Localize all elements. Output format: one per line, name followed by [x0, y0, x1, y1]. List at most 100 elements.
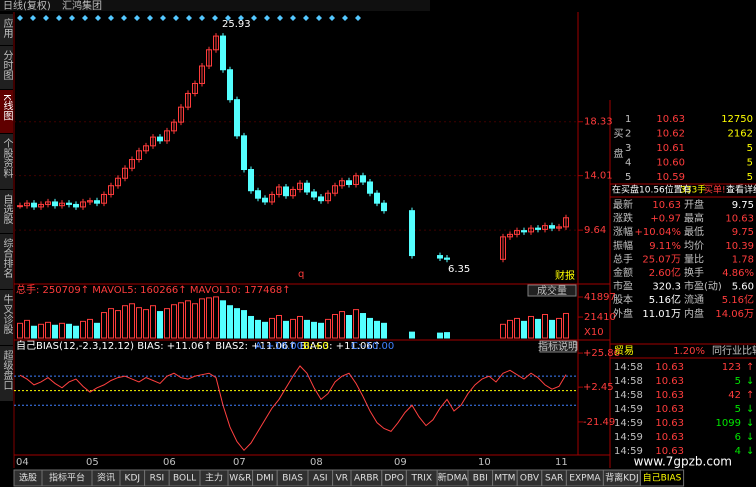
candle-body: [171, 121, 177, 132]
level-label: +0: [314, 341, 329, 352]
volume-button[interactable]: [527, 284, 577, 297]
sidebar-tab[interactable]: [0, 234, 13, 289]
sidebar-label[interactable]: K线图: [1, 94, 13, 121]
quote-label: 涨幅: [613, 225, 633, 238]
volume-bar: [108, 308, 114, 339]
sidebar-tab[interactable]: [0, 90, 13, 133]
tab-label[interactable]: BIAS: [282, 474, 303, 484]
candle-body: [108, 185, 114, 195]
tab-label[interactable]: RSI: [150, 474, 165, 484]
signal-diamond: [238, 15, 244, 21]
notice-link[interactable]: 查看详细: [726, 184, 756, 196]
tab-label[interactable]: DPO: [384, 474, 403, 484]
tab-label[interactable]: 选股: [19, 472, 37, 484]
candle-body: [122, 167, 128, 179]
quote-value: +10.04%: [634, 227, 681, 238]
sidebar-label[interactable]: 综合排名: [1, 237, 13, 279]
sidebar-label[interactable]: 自选股: [1, 193, 13, 225]
volume-bar: [297, 315, 303, 339]
volume-bar: [66, 323, 72, 339]
trade-time: 14:59: [614, 446, 643, 457]
sidebar-label[interactable]: 分时图: [1, 50, 13, 81]
signal-diamond: [82, 15, 88, 21]
volume-bar: [339, 311, 345, 339]
industry-link[interactable]: 同行业比较: [712, 344, 756, 357]
tab-label[interactable]: OBV: [520, 474, 540, 484]
signal-diamond: [69, 15, 75, 21]
trade-volume: 6: [735, 432, 741, 443]
tab-label[interactable]: 新DMA: [438, 472, 469, 484]
candle-body: [185, 92, 191, 108]
tab-label[interactable]: VR: [336, 474, 348, 484]
tab-label[interactable]: MTM: [494, 474, 515, 484]
tab-label[interactable]: 自己BIAS: [643, 472, 682, 484]
tab-label[interactable]: DMI: [256, 474, 273, 484]
sidebar-label[interactable]: 应用: [1, 17, 13, 39]
bias-button[interactable]: [539, 340, 577, 353]
tab-label[interactable]: W&R: [229, 474, 251, 484]
sidebar-label[interactable]: 个股资料: [1, 138, 13, 179]
signal-diamond: [30, 15, 36, 21]
volume-bar: [346, 314, 352, 339]
volume-bar: [444, 332, 450, 339]
candle-body: [199, 65, 205, 84]
book-price: 10.60: [656, 158, 685, 169]
tab-label[interactable]: BBI: [473, 474, 488, 484]
candle-body: [269, 193, 275, 203]
candle-body: [80, 201, 86, 208]
sidebar-tab[interactable]: [0, 14, 13, 45]
candle-body: [17, 205, 23, 208]
volume-bar: [507, 319, 513, 339]
industry-change: 1.20%: [673, 346, 705, 357]
quote-label: 最低: [684, 225, 704, 238]
book-price: 10.61: [656, 143, 685, 154]
tab-label[interactable]: 资讯: [97, 473, 115, 484]
sidebar-tab[interactable]: [0, 190, 13, 233]
tab-label[interactable]: ASI: [313, 474, 328, 484]
tab-label[interactable]: SAR: [545, 474, 563, 484]
quote-label: 开盘: [684, 198, 704, 211]
sidebar-label[interactable]: 牛叉诊股: [1, 293, 13, 335]
volume-bar: [143, 309, 149, 339]
sidebar-tab[interactable]: [0, 46, 13, 89]
candle-body: [178, 106, 184, 123]
signal-diamond: [199, 15, 205, 21]
candle-body: [360, 175, 366, 183]
tab-label[interactable]: BOLL: [173, 474, 196, 484]
volume-bar: [318, 322, 324, 339]
candle-body: [220, 35, 226, 71]
sidebar-tab[interactable]: [0, 134, 13, 189]
volume-button-label[interactable]: 成交量: [537, 284, 567, 297]
quote-value: 5.60: [732, 282, 754, 293]
sidebar-tab[interactable]: [0, 346, 13, 401]
signal-diamond: [212, 15, 218, 21]
tab-label[interactable]: ARBR: [354, 474, 379, 484]
quote-value: 14.06万: [715, 309, 754, 320]
volume-bar: [52, 324, 58, 339]
quote-label: 股本: [613, 293, 633, 306]
sidebar-label[interactable]: 超级盘口: [1, 349, 13, 390]
candle-body: [143, 145, 149, 152]
book-price: 10.62: [656, 129, 685, 140]
tab-label[interactable]: TRIX: [411, 474, 433, 484]
x-tick-label: 09: [394, 457, 407, 468]
signal-diamond: [329, 15, 335, 21]
header-stock: 汇鸿集团: [62, 0, 102, 12]
candle-body: [374, 192, 380, 204]
bias-button-label[interactable]: 指标说明: [538, 340, 578, 353]
tab-label[interactable]: KDJ: [125, 474, 141, 484]
tab-label[interactable]: 主力: [205, 472, 223, 484]
tab[interactable]: [639, 469, 685, 487]
signal-diamond: [173, 15, 179, 21]
sidebar-tab[interactable]: [0, 290, 13, 345]
candle-body: [549, 225, 555, 229]
y-tick-label: +25.86: [583, 348, 620, 359]
tab-label[interactable]: 指标平台: [49, 472, 85, 484]
volume-bar: [374, 320, 380, 339]
signal-diamond: [251, 15, 257, 21]
volume-bar: [381, 322, 387, 339]
tab-label[interactable]: EXPMA: [569, 474, 601, 484]
tab-label[interactable]: 背离KDJ: [605, 472, 639, 484]
